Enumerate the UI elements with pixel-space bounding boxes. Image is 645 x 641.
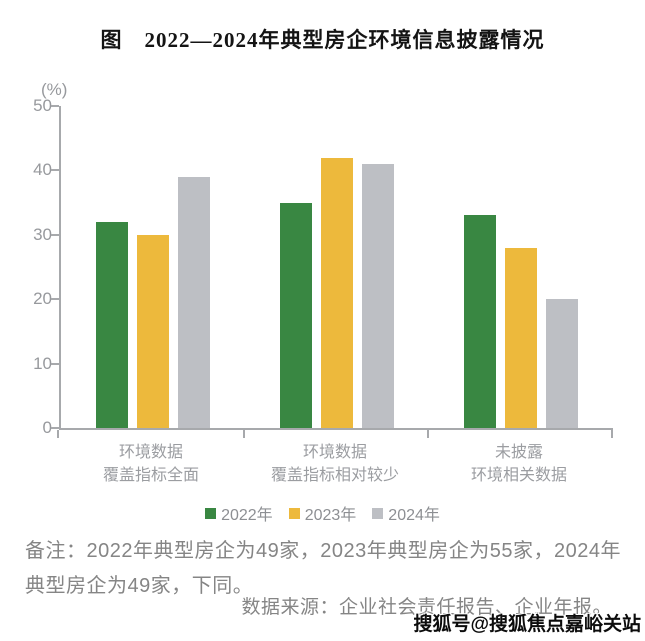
- y-tick-mark: [51, 105, 59, 107]
- legend-label: 2022年: [221, 507, 273, 524]
- bar-2023年-cat3: [505, 247, 537, 428]
- legend-item-2023年: 2023年: [288, 501, 357, 525]
- chart-title: 图 2022—2024年典型房企环境信息披露情况: [100, 28, 545, 52]
- legend-label: 2024年: [388, 507, 440, 524]
- bar-2022年-cat2: [280, 202, 312, 428]
- legend-swatch-icon: [288, 507, 300, 519]
- y-tick-mark: [51, 233, 59, 236]
- y-tick-mark: [51, 362, 59, 365]
- y-axis-unit-label: (%): [41, 80, 68, 99]
- x-category-label-1: 环境数据 覆盖指标全面: [102, 444, 199, 484]
- bar-2023年-cat2: [321, 157, 353, 428]
- y-tick-label-30: 30: [33, 224, 52, 244]
- plot-area: [59, 106, 613, 430]
- x-tick-mark: [611, 430, 613, 438]
- x-axis-category-labels: 环境数据 覆盖指标全面 环境数据 覆盖指标相对较少 未披露 环境相关数据: [59, 441, 611, 487]
- y-tick-mark: [51, 169, 59, 172]
- bar-2023年-cat1: [137, 234, 169, 428]
- x-tick-mark: [243, 430, 245, 438]
- bar-2022年-cat1: [96, 221, 128, 428]
- x-tick-mark: [427, 430, 429, 438]
- x-category-label-3: 未披露 环境相关数据: [470, 444, 567, 484]
- legend-swatch-icon: [372, 507, 384, 519]
- x-category-label-2: 环境数据 覆盖指标相对较少: [270, 444, 399, 484]
- y-tick-label-20: 20: [33, 289, 52, 309]
- legend-item-2024年: 2024年: [372, 501, 440, 525]
- note-text: 备注：2022年典型房企为49家，2023年典型房企为55家，2024年典型房企…: [25, 540, 621, 597]
- y-tick-mark: [51, 298, 59, 301]
- y-tick-label-10: 10: [33, 353, 52, 373]
- y-tick-label-40: 40: [33, 160, 52, 180]
- bar-2024年-cat1: [178, 176, 210, 428]
- bar-2022年-cat3: [464, 215, 496, 428]
- watermark: 搜狐号@搜狐焦点嘉峪关站: [413, 614, 641, 635]
- bar-2024年-cat3: [546, 299, 578, 428]
- x-tick-mark: [57, 430, 59, 438]
- data-source-text: 数据来源：企业社会责任报告、企业年报。: [241, 597, 612, 618]
- legend-swatch-icon: [205, 507, 217, 519]
- y-tick-mark: [51, 427, 59, 429]
- y-tick-label-50: 50: [33, 96, 52, 115]
- legend-item-2022年: 2022年: [205, 501, 273, 525]
- bar-2024年-cat2: [362, 163, 394, 428]
- y-tick-label-0: 0: [42, 418, 52, 437]
- legend: 2022年 2023年 2024年: [0, 501, 645, 525]
- legend-label: 2023年: [304, 507, 357, 524]
